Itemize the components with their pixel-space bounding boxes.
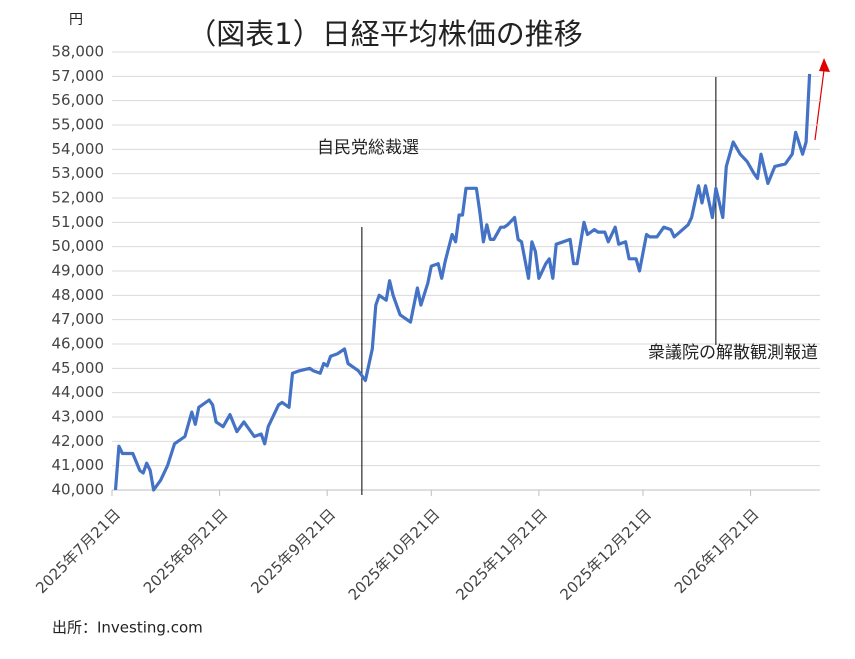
annotation-label: 衆議院の解散観測報道: [648, 343, 818, 363]
x-tick-label: 2025年9月21日: [247, 505, 339, 597]
chart-title: （図表1）日経平均株価の推移: [187, 17, 582, 51]
arrow-head: [819, 58, 830, 72]
y-tick-label: 53,000: [52, 164, 105, 182]
y-tick-label: 48,000: [52, 286, 105, 304]
y-tick-label: 46,000: [52, 335, 105, 353]
x-tick-label: 2025年11月21日: [452, 505, 551, 604]
y-tick-label: 55,000: [52, 116, 105, 134]
y-tick-label: 42,000: [52, 432, 105, 450]
y-tick-label: 58,000: [52, 43, 105, 61]
y-tick-label: 56,000: [52, 91, 105, 109]
y-tick-label: 52,000: [52, 189, 105, 207]
price-line: [113, 73, 812, 492]
x-tick-label: 2026年1月21日: [671, 505, 763, 597]
x-tick-label: 2025年10月21日: [345, 505, 444, 604]
y-tick-label: 44,000: [52, 383, 105, 401]
y-tick-label: 45,000: [52, 359, 105, 377]
y-tick-label: 43,000: [52, 408, 105, 426]
y-tick-label: 49,000: [52, 262, 105, 280]
y-tick-label: 51,000: [52, 213, 105, 231]
annotation-label: 自民党総裁選: [317, 138, 419, 158]
y-tick-label: 47,000: [52, 310, 105, 328]
trend-arrow: [814, 58, 830, 141]
y-tick-label: 50,000: [52, 237, 105, 255]
source: 出所：Investing.com: [52, 619, 203, 637]
y-tick-label: 54,000: [52, 140, 105, 158]
arrow-shaft: [814, 69, 825, 141]
y-tick-label: 40,000: [52, 481, 105, 499]
y-tick-label: 41,000: [52, 456, 105, 474]
y-tick-label: 57,000: [52, 67, 105, 85]
x-tick-label: 2025年7月21日: [32, 505, 124, 597]
y-unit: 円: [69, 12, 83, 28]
x-tick-label: 2025年8月21日: [140, 505, 232, 597]
x-tick-label: 2025年12月21日: [556, 505, 655, 604]
